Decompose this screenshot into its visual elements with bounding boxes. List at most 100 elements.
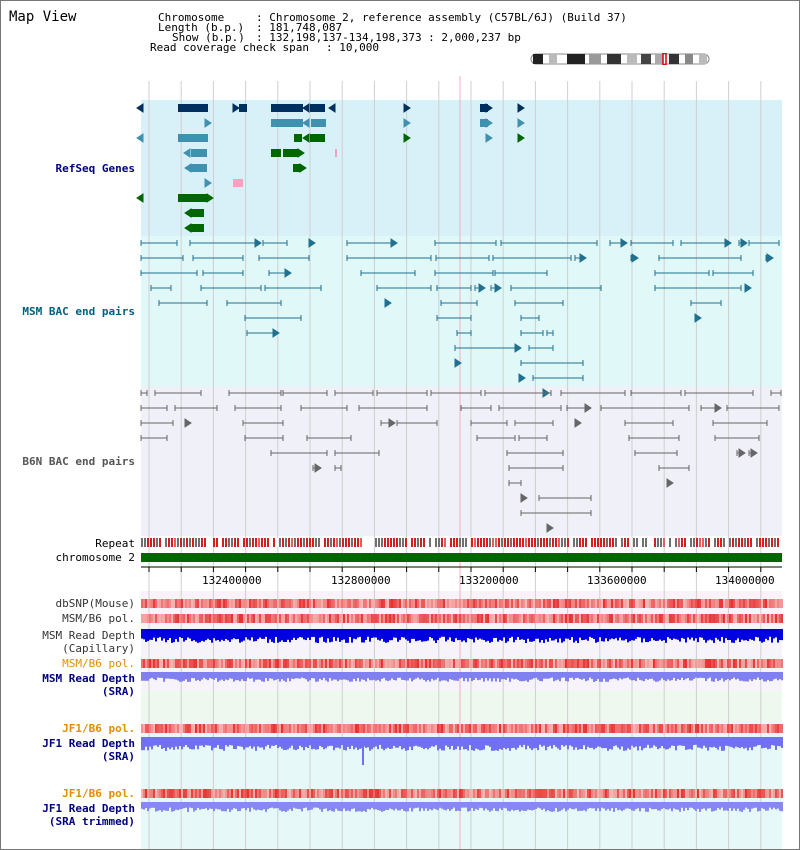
depth-bar xyxy=(621,737,623,747)
pol-heat-cell xyxy=(419,659,421,668)
pol-heat-cell xyxy=(711,789,713,798)
depth-bar xyxy=(725,802,727,811)
depth-bar xyxy=(465,802,467,808)
pol-heat-cell xyxy=(285,724,287,733)
pol-heat-cell xyxy=(613,659,615,668)
depth-bar xyxy=(521,629,523,640)
depth-bar xyxy=(235,802,237,809)
depth-bar xyxy=(227,737,229,747)
depth-bar xyxy=(485,802,487,809)
repeat-mark xyxy=(594,538,596,547)
pol-heat-cell xyxy=(609,614,611,623)
pol-heat-cell xyxy=(513,659,515,668)
pol-heat-cell xyxy=(595,659,597,668)
depth-bar xyxy=(171,672,173,679)
depth-bar xyxy=(547,802,549,811)
pol-heat-cell xyxy=(719,614,721,623)
depth-bar xyxy=(485,737,487,746)
pol-heat-cell xyxy=(423,724,425,733)
pol-heat-cell xyxy=(461,659,463,668)
pol-heat-cell xyxy=(349,599,351,608)
pol-heat-cell xyxy=(169,724,171,733)
pol-heat-cell xyxy=(545,789,547,798)
depth-bar xyxy=(549,802,551,812)
depth-bar xyxy=(179,672,181,682)
pol-heat-cell xyxy=(197,724,199,733)
pol-heat-cell xyxy=(457,789,459,798)
depth-bar xyxy=(771,629,773,643)
depth-bar xyxy=(755,629,757,637)
repeat-mark xyxy=(735,538,737,547)
pol-heat-cell xyxy=(639,599,641,608)
depth-bar xyxy=(617,737,619,748)
pol-heat-cell xyxy=(377,789,379,798)
repeat-mark xyxy=(183,538,185,547)
depth-bar xyxy=(639,802,641,812)
pol-heat-cell xyxy=(677,659,679,668)
pol-heat-cell xyxy=(261,659,263,668)
pol-heat-cell xyxy=(347,724,349,733)
depth-bar xyxy=(669,737,671,748)
repeat-mark xyxy=(774,538,776,547)
pol-heat-cell xyxy=(687,724,689,733)
repeat-mark xyxy=(495,538,497,547)
depth-bar xyxy=(719,629,721,642)
depth-bar xyxy=(281,629,283,641)
depth-bar xyxy=(495,629,497,638)
depth-bar xyxy=(507,672,509,678)
track-label-msm-bac[interactable]: MSM BAC end pairs xyxy=(22,305,135,318)
depth-bar xyxy=(541,629,543,641)
depth-bar xyxy=(215,629,217,641)
repeat-mark xyxy=(450,538,452,547)
depth-bar xyxy=(713,629,715,643)
depth-bar xyxy=(651,802,653,810)
pol-heat-cell xyxy=(597,599,599,608)
track-label-msm-depth-sra-2: (SRA) xyxy=(101,685,135,698)
pol-heat-cell xyxy=(529,789,531,798)
depth-bar xyxy=(471,802,473,809)
pol-heat-cell xyxy=(647,724,649,733)
depth-bar xyxy=(731,737,733,748)
pol-heat-cell xyxy=(201,789,203,798)
depth-bar xyxy=(611,629,613,639)
depth-bar xyxy=(283,672,285,681)
pol-heat-cell xyxy=(413,659,415,668)
track-label-b6n-bac[interactable]: B6N BAC end pairs xyxy=(22,455,135,468)
depth-bar xyxy=(405,672,407,681)
pol-heat-cell xyxy=(423,789,425,798)
chromosome-ideogram[interactable] xyxy=(529,53,713,65)
depth-bar xyxy=(363,672,365,680)
pol-heat-cell xyxy=(453,614,455,623)
depth-bar xyxy=(281,672,283,680)
repeat-mark xyxy=(192,538,194,547)
gene-arrow xyxy=(184,163,192,173)
depth-bar xyxy=(401,629,403,638)
depth-bar xyxy=(165,629,167,643)
depth-bar xyxy=(331,672,333,681)
pol-heat-cell xyxy=(381,724,383,733)
depth-bar xyxy=(391,629,393,641)
pol-heat-cell xyxy=(507,614,509,623)
pol-heat-cell xyxy=(745,614,747,623)
pol-heat-cell xyxy=(735,614,737,623)
depth-bar xyxy=(163,672,165,682)
depth-bar xyxy=(279,672,281,682)
pol-heat-cell xyxy=(519,659,521,668)
pol-heat-cell xyxy=(683,599,685,608)
repeat-mark xyxy=(672,538,674,547)
pol-heat-cell xyxy=(469,659,471,668)
depth-bar xyxy=(513,629,515,643)
depth-bar xyxy=(761,672,763,680)
depth-bar xyxy=(739,629,741,643)
depth-bar xyxy=(519,672,521,682)
pol-heat-cell xyxy=(179,614,181,623)
track-label-refseq[interactable]: RefSeq Genes xyxy=(55,162,135,175)
pol-heat-cell xyxy=(551,614,553,623)
depth-bar xyxy=(461,672,463,678)
pol-heat-cell xyxy=(495,724,497,733)
depth-bar xyxy=(341,802,343,812)
pol-heat-cell xyxy=(531,614,533,623)
depth-bar xyxy=(577,737,579,750)
depth-bar xyxy=(237,672,239,681)
